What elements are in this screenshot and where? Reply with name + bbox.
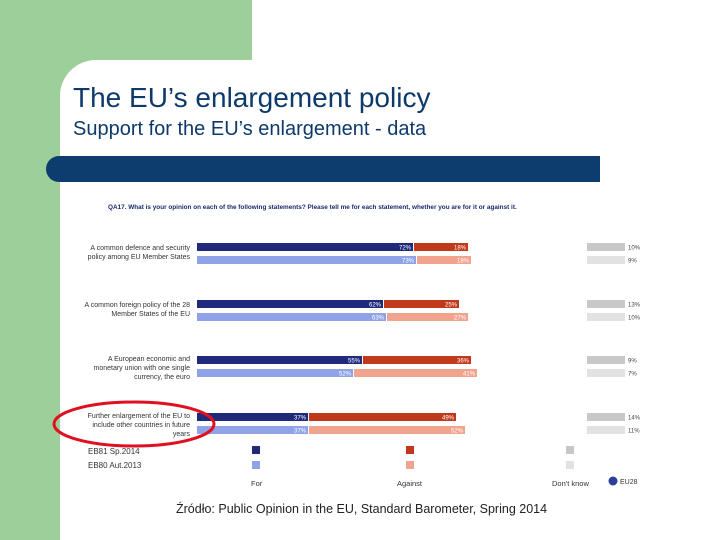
legend-column-label: For — [251, 479, 263, 488]
chart-question: QA17. What is your opinion on each of th… — [108, 204, 517, 211]
legend-swatch-previous — [252, 461, 260, 469]
bar-dontknow — [587, 356, 625, 364]
legend-column-label: Against — [397, 479, 423, 488]
bar-against — [363, 356, 471, 364]
source-note: Źródło: Public Opinion in the EU, Standa… — [176, 502, 548, 516]
category-label: years — [173, 431, 191, 438]
label-against: 36% — [457, 359, 470, 365]
bar-dontknow — [587, 313, 625, 321]
bar-for — [197, 413, 308, 421]
category-label: Further enlargement of the EU to — [88, 413, 190, 420]
label-dontknow: 9% — [628, 359, 637, 365]
bar-dontknow — [587, 413, 625, 421]
bar-dontknow — [587, 369, 625, 377]
legend-column-label: Don't know — [552, 479, 589, 488]
bar-for — [197, 369, 353, 377]
label-for: 62% — [369, 303, 382, 309]
bar-against — [354, 369, 477, 377]
label-dontknow: 10% — [628, 246, 641, 252]
highlight-ellipse — [52, 400, 216, 448]
label-dontknow: 11% — [628, 429, 640, 435]
label-for: 72% — [399, 246, 412, 252]
bar-dontknow — [587, 300, 625, 308]
label-for: 73% — [402, 259, 415, 265]
category-label: A common defence and security — [90, 245, 190, 252]
label-against: 18% — [454, 246, 467, 252]
label-for: 55% — [348, 359, 361, 365]
bar-dontknow — [587, 243, 625, 251]
label-against: 25% — [445, 303, 458, 309]
label-against: 27% — [454, 316, 467, 322]
bar-against — [387, 313, 468, 321]
category-label: A European economic and — [108, 356, 190, 363]
label-for: 37% — [294, 416, 307, 422]
eu-flag-icon — [608, 476, 618, 486]
bar-dontknow — [587, 256, 625, 264]
label-dontknow: 7% — [628, 372, 637, 378]
legend-swatch-current — [252, 446, 260, 454]
bar-against — [309, 426, 465, 434]
bar-against — [384, 300, 459, 308]
label-for: 63% — [372, 316, 385, 322]
category-label: currency, the euro — [134, 374, 190, 381]
slide-title: The EU’s enlargement policy — [73, 82, 431, 113]
legend-series-previous: EB80 Aut.2013 — [88, 461, 142, 470]
bar-for — [197, 256, 416, 264]
slide-subtitle: Support for the EU’s enlargement - data — [73, 118, 427, 140]
category-label: monetary union with one single — [93, 365, 190, 372]
bar-for — [197, 426, 308, 434]
label-against: 49% — [442, 416, 455, 422]
bar-for — [197, 300, 383, 308]
label-dontknow: 13% — [628, 303, 641, 309]
label-for: 52% — [339, 372, 352, 378]
legend-swatch-previous — [406, 461, 414, 469]
category-label: policy among EU Member States — [88, 254, 191, 261]
label-against: 41% — [463, 372, 476, 378]
category-label: A common foreign policy of the 28 — [85, 302, 191, 309]
label-against: 52% — [451, 429, 464, 435]
label-against: 18% — [457, 259, 470, 265]
label-for: 37% — [294, 429, 307, 435]
bar-for — [197, 243, 413, 251]
legend-swatch-current — [406, 446, 414, 454]
eu-label: EU28 — [620, 479, 638, 486]
label-dontknow: 14% — [628, 416, 641, 422]
category-label: Member States of the EU — [111, 311, 190, 318]
bar-against — [309, 413, 456, 421]
label-dontknow: 10% — [628, 316, 641, 322]
category-label: include other countries in future — [92, 422, 190, 429]
bar-for — [197, 313, 386, 321]
title-divider-bar — [46, 156, 600, 182]
bar-dontknow — [587, 426, 625, 434]
legend-swatch-previous — [566, 461, 574, 469]
bar-against — [417, 256, 471, 264]
legend-series-current: EB81 Sp.2014 — [88, 447, 140, 456]
label-dontknow: 9% — [628, 259, 637, 265]
bar-for — [197, 356, 362, 364]
bar-against — [414, 243, 468, 251]
legend-swatch-current — [566, 446, 574, 454]
